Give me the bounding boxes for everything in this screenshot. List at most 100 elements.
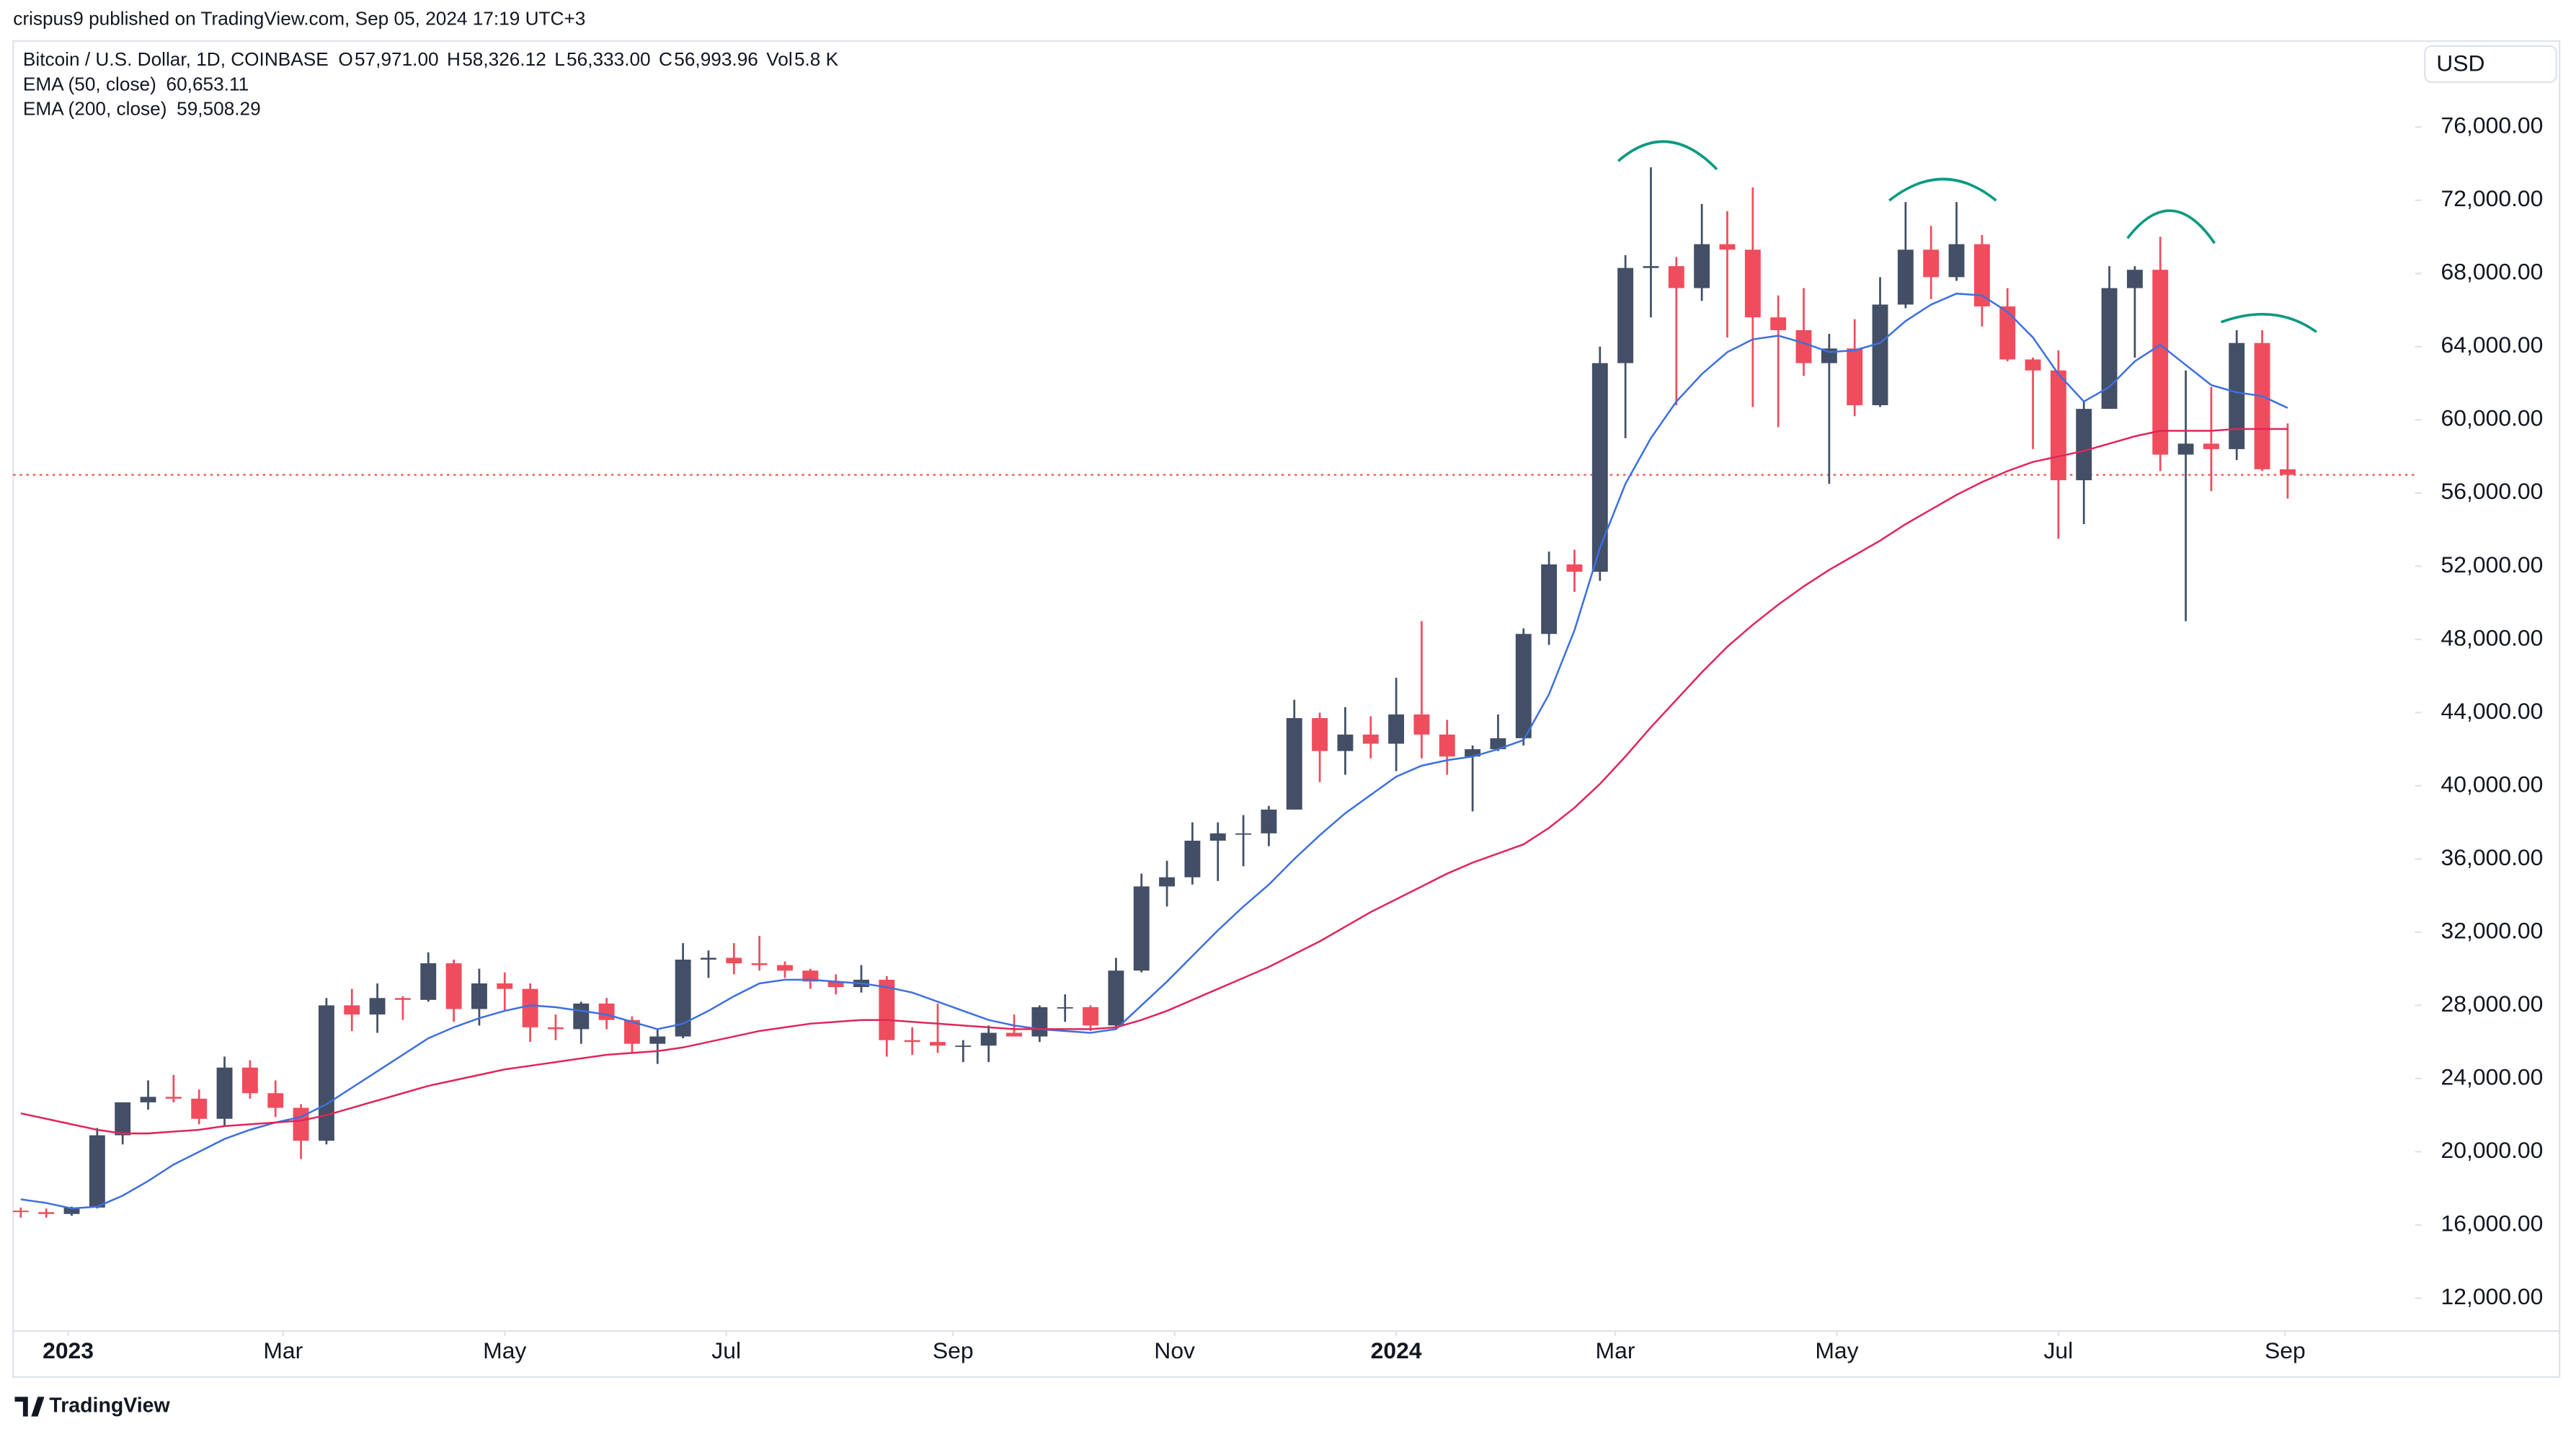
legend-series-value: 59,508.29	[177, 98, 261, 120]
candle-body	[2203, 443, 2219, 449]
candle-body	[1770, 317, 1787, 330]
candle-body	[471, 983, 487, 1009]
candle-body	[1668, 266, 1684, 288]
candle-body	[1261, 809, 1277, 833]
candle-body	[1490, 738, 1506, 750]
candle-body	[1337, 734, 1354, 751]
chart-frame	[12, 40, 2561, 1379]
candle-body	[38, 1212, 55, 1214]
candle-body	[191, 1098, 208, 1119]
y-tick-label: 32,000.00	[2441, 917, 2544, 943]
y-tick-label: 76,000.00	[2441, 112, 2544, 138]
x-tick-label: Mar	[1596, 1337, 1635, 1363]
x-tick-label: Mar	[263, 1337, 303, 1363]
legend-series-name: EMA (200, close)	[23, 98, 167, 120]
y-tick-label: 72,000.00	[2441, 185, 2544, 211]
candle-body	[2152, 270, 2169, 455]
arc	[2126, 209, 2216, 244]
candle-body	[216, 1067, 233, 1119]
legend-key: O	[338, 48, 352, 70]
candle-body	[369, 998, 386, 1015]
candle-body	[1744, 249, 1761, 318]
legend-series-value: 60,653.11	[166, 73, 249, 94]
candle-body	[63, 1207, 80, 1214]
y-tick-label: 12,000.00	[2441, 1283, 2544, 1309]
candle-body	[623, 1019, 640, 1044]
candle-body	[1159, 877, 1176, 887]
candle-body	[1923, 249, 1940, 278]
currency-box	[2424, 45, 2557, 84]
candle-body	[140, 1097, 156, 1102]
candle-body	[675, 959, 691, 1037]
candle-body	[1719, 244, 1736, 250]
candle-body	[1209, 833, 1226, 841]
candle-body	[420, 963, 437, 1000]
legend: Bitcoin / U.S. Dollar, 1D, COINBASE O 57,9…	[23, 48, 839, 119]
candle-body	[497, 983, 513, 989]
candle-body	[2025, 359, 2041, 371]
candle-body	[879, 979, 895, 1040]
y-tick-label: 60,000.00	[2441, 405, 2544, 431]
legend-key: Vol	[766, 48, 792, 70]
candle-body	[89, 1135, 105, 1208]
candle-body	[2279, 469, 2296, 475]
legend-key: C	[659, 48, 672, 70]
candle-body	[115, 1102, 131, 1136]
candle-body	[1541, 564, 1558, 634]
candle-body	[904, 1040, 920, 1043]
candle-body	[955, 1045, 972, 1048]
candle-body	[1847, 348, 1863, 406]
candle-body	[598, 1003, 615, 1020]
candle-body	[573, 1003, 590, 1030]
candle-body	[1312, 717, 1328, 751]
x-tick-label: Jul	[2043, 1337, 2073, 1363]
y-tick-label: 24,000.00	[2441, 1063, 2544, 1089]
legend-value: 5.8 K	[794, 48, 839, 70]
candle-body	[649, 1036, 666, 1044]
candle-body	[344, 1005, 360, 1015]
candle-body	[1897, 249, 1914, 305]
legend-key: L	[554, 48, 565, 70]
x-tick-label: 2023	[43, 1337, 94, 1363]
candle-body	[394, 998, 411, 1000]
candle-body	[827, 981, 844, 988]
candle-body	[241, 1067, 258, 1094]
x-tick-label: Sep	[933, 1337, 974, 1363]
candle-body	[1591, 363, 1608, 572]
ema-line	[20, 428, 2288, 1135]
x-tick-label: Sep	[2265, 1337, 2306, 1363]
legend-title: Bitcoin / U.S. Dollar, 1D, COINBASE	[23, 48, 329, 70]
candle-body	[2050, 370, 2066, 481]
candle-body	[1133, 886, 1150, 971]
y-tick-label: 64,000.00	[2441, 332, 2544, 358]
candle-body	[1388, 714, 1405, 744]
legend-value: 57,971.00	[355, 48, 439, 70]
candle-body	[2229, 342, 2245, 449]
candle-body	[777, 965, 793, 971]
y-tick-label: 40,000.00	[2441, 771, 2544, 797]
candle-body	[1795, 329, 1812, 363]
ema-line	[20, 292, 2288, 1210]
y-tick-label: 52,000.00	[2441, 552, 2544, 578]
candle-body	[1948, 244, 1965, 278]
currency-label: USD	[2436, 50, 2484, 76]
candle-body	[445, 963, 462, 1009]
y-tick-label: 20,000.00	[2441, 1137, 2544, 1163]
candle-body	[1872, 304, 1888, 406]
publisher-note: crispus9 published on TradingView.com, S…	[13, 7, 585, 29]
candle-body	[2076, 409, 2092, 481]
candle-body	[1566, 564, 1583, 572]
candle-body	[1413, 714, 1430, 735]
y-tick-label: 16,000.00	[2441, 1210, 2544, 1236]
candle-body	[930, 1042, 946, 1046]
candle-body	[2126, 270, 2143, 288]
candle-body	[1617, 267, 1634, 363]
candle-body	[1083, 1007, 1098, 1026]
candle-body	[701, 957, 716, 960]
legend-value: 58,326.12	[462, 48, 546, 70]
y-tick-label: 44,000.00	[2441, 698, 2544, 724]
